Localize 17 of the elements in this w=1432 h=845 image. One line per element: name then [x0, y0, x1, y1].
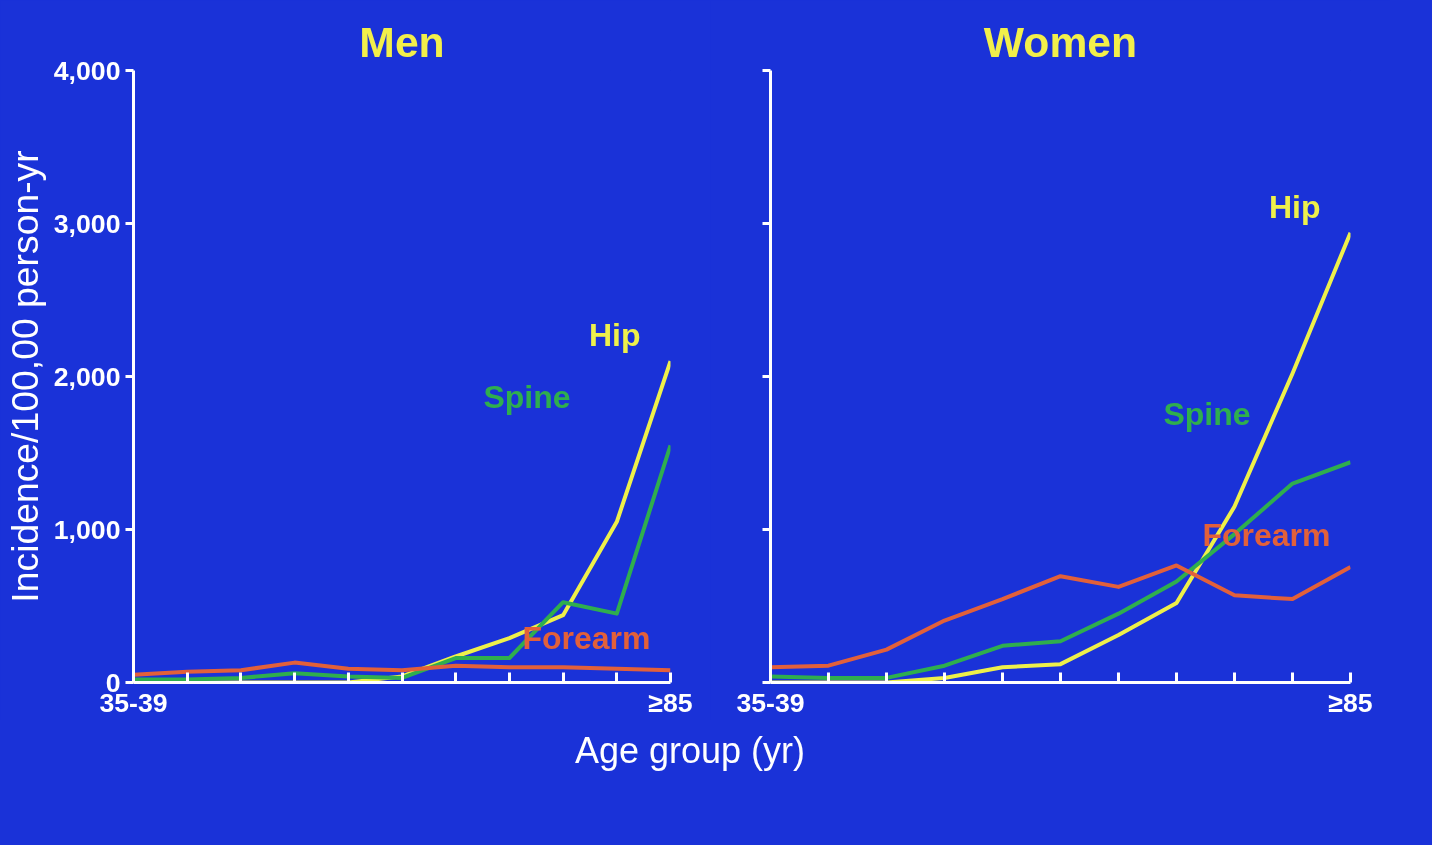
chart-title: Women — [983, 17, 1138, 66]
line-series — [133, 660, 671, 677]
series-label: Hip — [588, 317, 641, 354]
y-tick-label: 3,000 — [53, 208, 121, 239]
x-tick-label: ≥85 — [648, 687, 693, 718]
series-label: Forearm — [522, 620, 651, 657]
y-axis-title: Incidence/100,00 person-yr — [3, 150, 46, 603]
x-tick-label: 35-39 — [736, 687, 805, 718]
y-tick-label: 2,000 — [53, 361, 121, 392]
y-tick-label: 1,000 — [53, 514, 121, 545]
chart-title: Men — [359, 17, 445, 66]
text: Spine — [1163, 396, 1251, 433]
series-label: Hip — [1268, 188, 1321, 225]
x-tick-label: ≥85 — [1328, 687, 1373, 718]
text: Spine — [483, 379, 571, 416]
x-axis-title: Age group (yr) — [574, 729, 806, 773]
y-tick-label: 4,000 — [53, 55, 121, 86]
